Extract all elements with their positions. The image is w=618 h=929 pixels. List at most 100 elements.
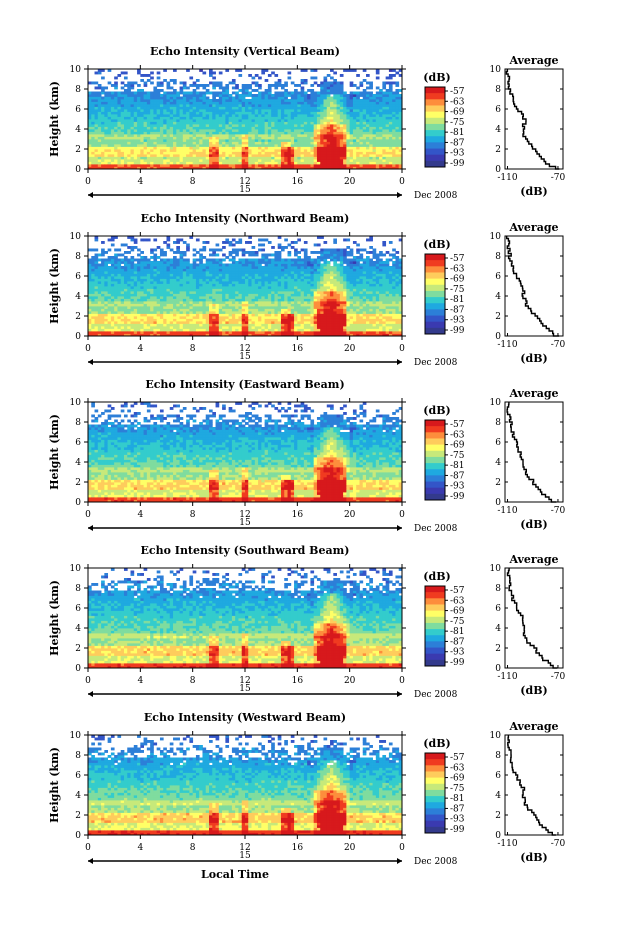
y-tick-label: 8 [75, 418, 81, 428]
x-tick-label: 4 [137, 676, 143, 686]
colorbar-swatch [425, 635, 445, 642]
average-profile-panel: Average 0 2 4 6 8 10 -110 -70 (dB) [490, 54, 566, 198]
colorbar-label: -69 [450, 774, 465, 784]
x-tick-label: 0 [85, 510, 91, 520]
colorbar-label: -99 [450, 492, 465, 502]
date-bar-left-arrow [88, 525, 93, 531]
x-tick-label: 0 [399, 177, 405, 187]
average-y-tick-label: 10 [490, 564, 502, 574]
chart-title: Echo Intensity (Southward Beam) [141, 544, 350, 557]
y-tick-label: 8 [75, 751, 81, 761]
average-title: Average [508, 54, 558, 67]
x-tick-label: 20 [344, 676, 356, 686]
colorbar-swatch [425, 481, 445, 489]
x-tick-label: 20 [344, 843, 356, 853]
x-tick-label: 8 [190, 344, 196, 354]
colorbar-swatch [425, 315, 445, 323]
average-profile-line [506, 402, 557, 503]
average-title: Average [508, 221, 558, 234]
colorbar-swatch [425, 463, 445, 470]
colorbar-swatch [425, 99, 445, 106]
average-x-tick-label: -110 [497, 839, 517, 849]
average-frame [504, 567, 564, 669]
x-tick-label: 16 [292, 676, 304, 686]
date-bar-left-arrow [88, 359, 93, 365]
y-tick-label: 8 [75, 252, 81, 262]
average-y-tick-label: 2 [495, 145, 501, 155]
colorbar: (dB)-57-63-69-75-81-87-93-99 [423, 737, 464, 835]
y-tick-label: 10 [70, 398, 82, 408]
colorbar-swatch [425, 456, 445, 464]
colorbar-swatch [425, 297, 445, 304]
y-axis-label: Height (km) [48, 414, 61, 490]
colorbar-swatch [425, 309, 445, 316]
y-tick-label: 2 [75, 145, 81, 155]
colorbar-label: -75 [450, 118, 465, 128]
colorbar-swatch [425, 160, 445, 168]
x-tick-label: 0 [85, 344, 91, 354]
heatmap-cells [88, 69, 403, 170]
colorbar-swatch [425, 420, 445, 427]
x-tick-label: 20 [344, 177, 356, 187]
colorbar-label: -57 [450, 254, 465, 264]
y-tick-label: 10 [70, 731, 82, 741]
colorbar-label: -87 [450, 471, 465, 481]
colorbar-label: -57 [450, 586, 465, 596]
x-tick-label: 12 [239, 676, 250, 686]
colorbar-label: -93 [450, 648, 465, 658]
average-title: Average [508, 720, 558, 733]
y-tick-label: 6 [75, 438, 81, 448]
average-y-tick-label: 4 [495, 292, 501, 302]
colorbar-swatch [425, 130, 445, 137]
average-y-tick-label: 6 [495, 771, 501, 781]
x-tick-label: 16 [292, 843, 304, 853]
colorbar-label: -75 [450, 617, 465, 627]
y-tick-label: 8 [75, 584, 81, 594]
colorbar-label: -57 [450, 753, 465, 763]
average-x-tick-label: -110 [497, 173, 517, 183]
average-y-tick-label: 2 [495, 312, 501, 322]
colorbar-swatch [425, 789, 445, 797]
colorbar-label: -99 [450, 326, 465, 336]
y-tick-label: 4 [75, 125, 81, 135]
x-tick-label: 8 [190, 676, 196, 686]
average-y-tick-label: 6 [495, 272, 501, 282]
y-tick-label: 4 [75, 458, 81, 468]
colorbar-label: -87 [450, 138, 465, 148]
x-tick-label: 16 [292, 177, 304, 187]
colorbar-swatch [425, 783, 445, 791]
date-label: 15 [239, 185, 251, 195]
average-y-tick-label: 4 [495, 791, 501, 801]
average-y-tick-label: 8 [495, 252, 501, 262]
colorbar-swatch [425, 303, 445, 310]
colorbar-label: -75 [450, 451, 465, 461]
x-tick-label: 4 [137, 344, 143, 354]
colorbar: (dB)-57-63-69-75-81-87-93-99 [423, 238, 464, 336]
chart-title: Echo Intensity (Vertical Beam) [150, 45, 340, 58]
colorbar-label: -93 [450, 316, 465, 326]
colorbar-frame [424, 752, 446, 834]
y-tick-label: 0 [75, 831, 81, 841]
colorbar-label: -99 [450, 159, 465, 169]
average-x-label: (dB) [520, 851, 547, 864]
colorbar-swatch [425, 610, 445, 618]
colorbar-label: -93 [450, 482, 465, 492]
colorbar-swatch [425, 641, 445, 648]
colorbar: (dB)-57-63-69-75-81-87-93-99 [423, 71, 464, 169]
colorbar-label: -63 [450, 596, 465, 606]
heatmap-cells [88, 568, 403, 669]
colorbar-swatch [425, 260, 445, 267]
colorbar-swatch [425, 659, 445, 667]
colorbar-unit: (dB) [423, 71, 450, 84]
x-tick-label: 8 [190, 177, 196, 187]
colorbar-swatch [425, 284, 445, 292]
average-profile-panel: Average 0 2 4 6 8 10 -110 -70 (dB) [490, 553, 566, 697]
average-frame [504, 401, 564, 503]
colorbar-swatch [425, 777, 445, 785]
colorbar-label: -63 [450, 97, 465, 107]
colorbar-swatch [425, 93, 445, 100]
y-tick-label: 10 [70, 232, 82, 242]
colorbar-swatch [425, 487, 445, 495]
heatmap-panel-1: Echo Intensity (Vertical Beam) 0 2 4 6 8 10 Hei… [48, 45, 565, 201]
colorbar-frame [424, 86, 446, 168]
